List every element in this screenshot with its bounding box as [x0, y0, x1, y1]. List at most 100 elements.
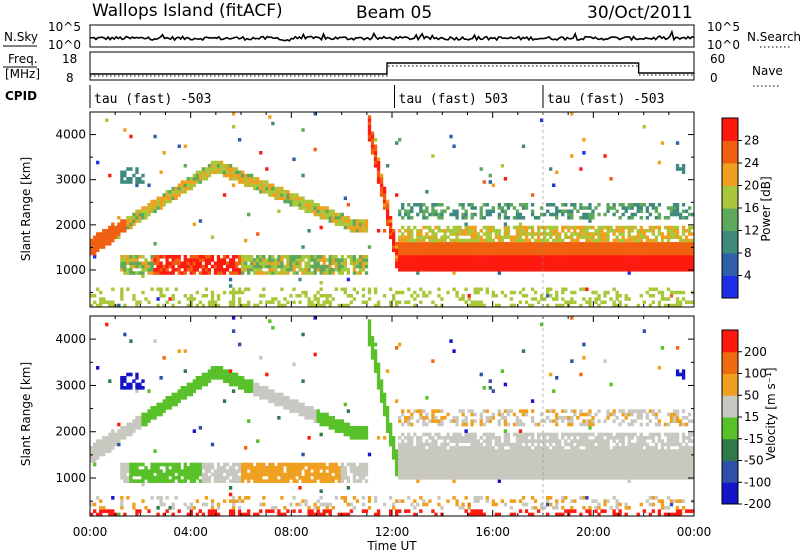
power-cell: [298, 261, 302, 266]
power-cell: [582, 255, 586, 259]
velocity-cell: [201, 462, 206, 467]
velocity-cell: [364, 462, 369, 467]
velocity-cell: [546, 502, 550, 507]
velocity-cell: [434, 452, 438, 457]
velocity-cell: [422, 409, 426, 413]
velocity-cell: [437, 432, 441, 437]
velocity-cell: [524, 466, 529, 470]
power-cell: [669, 264, 674, 269]
velocity-cell: [313, 412, 317, 417]
power-cell: [425, 225, 429, 230]
velocity-cell: [461, 472, 465, 477]
power-cell: [198, 300, 203, 305]
power-cell: [464, 229, 468, 233]
velocity-cell: [509, 459, 514, 463]
power-cell: [307, 229, 311, 233]
velocity-cell: [555, 459, 559, 463]
velocity-cell: [250, 462, 254, 467]
power-cell: [600, 235, 604, 240]
velocity-cell: [543, 439, 547, 443]
power-cell: [407, 248, 411, 253]
velocity-cell: [546, 469, 550, 473]
power-cell: [579, 216, 583, 220]
velocity-cell: [310, 409, 314, 413]
velocity-cell: [316, 416, 320, 420]
velocity-cell: [171, 469, 175, 473]
power-cell: [159, 199, 163, 204]
velocity-cell: [440, 409, 444, 413]
power-cell: [322, 294, 326, 298]
power-cell: [180, 190, 184, 194]
power-cell: [663, 264, 668, 269]
velocity-cell: [114, 442, 118, 447]
power-cell: [494, 294, 498, 298]
velocity-cell: [93, 446, 97, 450]
power-cell: [552, 229, 556, 233]
velocity-cell: [413, 512, 417, 517]
velocity-cell: [120, 432, 124, 437]
velocity-cell: [533, 469, 538, 473]
velocity-cell: [138, 416, 142, 420]
power-cell: [141, 216, 145, 220]
velocity-cell: [392, 442, 396, 447]
velocity-cell: [247, 382, 251, 387]
power-cell: [401, 225, 405, 230]
power-cell: [639, 268, 643, 272]
velocity-cell: [325, 419, 329, 423]
velocity-cell: [455, 416, 459, 420]
power-cell: [398, 229, 402, 233]
velocity-cell: [304, 502, 308, 507]
velocity-cell: [555, 446, 559, 450]
velocity-cell: [138, 462, 142, 467]
power-cell: [126, 216, 130, 220]
velocity-cell: [150, 406, 154, 410]
y-tick-label: 2000: [55, 218, 86, 232]
velocity-cell: [530, 466, 535, 470]
power-cell: [648, 248, 653, 253]
power-cell: [660, 261, 665, 266]
velocity-cell: [99, 512, 103, 517]
velocity-cell: [319, 502, 323, 507]
power-cell: [524, 238, 529, 243]
velocity-cell: [234, 479, 239, 483]
power-cell: [343, 258, 347, 262]
velocity-cell: [222, 376, 227, 380]
power-cell: [395, 251, 399, 256]
power-cell: [117, 222, 121, 227]
power-cell: [304, 209, 308, 214]
velocity-cell: [546, 476, 550, 480]
power-cell: [105, 118, 109, 123]
power-cell: [455, 212, 459, 217]
power-cell: [621, 206, 625, 210]
velocity-cell: [168, 396, 172, 400]
power-cell: [512, 216, 517, 220]
velocity-cell: [413, 452, 417, 457]
power-cell: [201, 294, 206, 298]
power-cell: [135, 177, 139, 181]
velocity-cell: [144, 419, 148, 423]
velocity-cell: [334, 422, 338, 427]
power-cell: [549, 235, 553, 240]
power-cell: [183, 180, 187, 184]
velocity-cell: [162, 479, 166, 483]
velocity-cell: [231, 509, 236, 513]
power-cell: [443, 232, 447, 236]
power-cell: [437, 225, 441, 230]
velocity-cell: [539, 439, 544, 443]
velocity-cell: [518, 442, 523, 447]
power-cell: [594, 300, 598, 305]
velocity-cell: [398, 446, 402, 450]
power-cell: [401, 206, 405, 210]
power-cell: [657, 268, 662, 272]
velocity-cell: [549, 452, 553, 457]
velocity-cell: [546, 462, 550, 467]
power-cell: [301, 255, 305, 259]
velocity-cell: [295, 466, 299, 470]
power-cell: [485, 238, 489, 243]
power-cell: [262, 261, 266, 266]
power-cell: [322, 258, 326, 262]
velocity-cell: [186, 386, 190, 390]
velocity-cell: [446, 469, 450, 473]
power-cell: [144, 206, 148, 210]
power-cell: [458, 229, 462, 233]
